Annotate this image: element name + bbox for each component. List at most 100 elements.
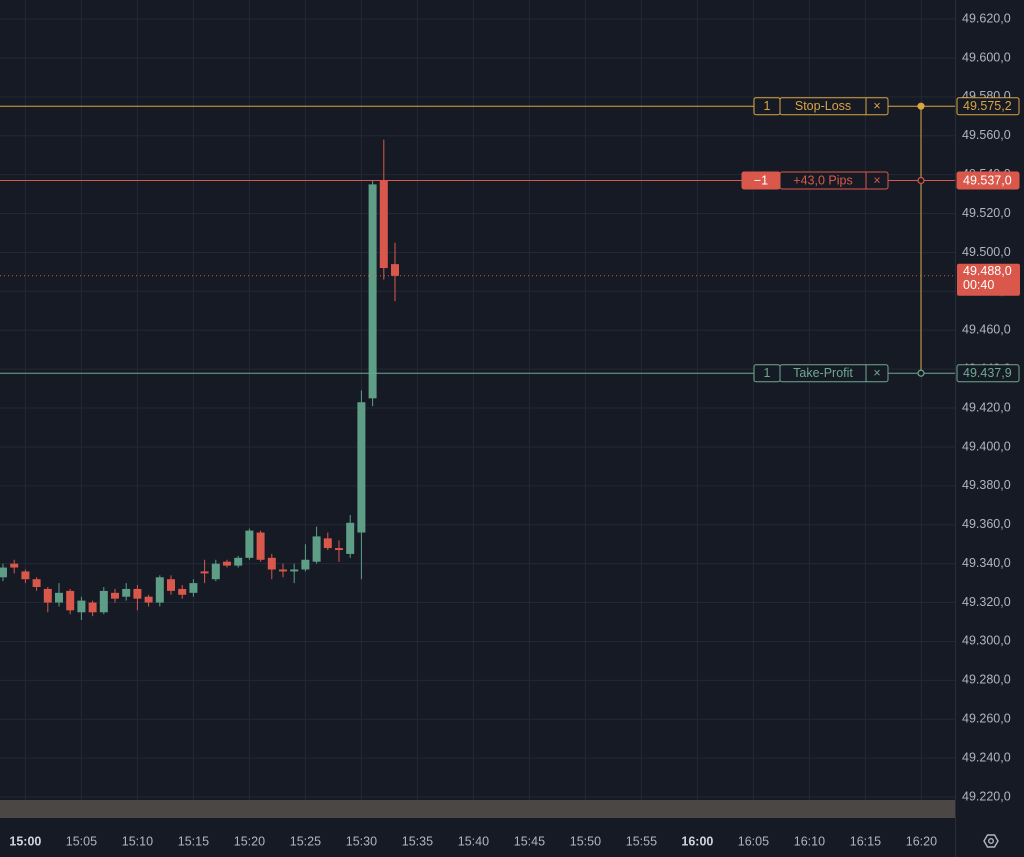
candle-body [256,532,265,560]
candle-body [133,588,142,599]
y-tick-label: 49.220,0 [962,789,1011,803]
candle-body [200,571,209,574]
y-tick-label: 49.620,0 [962,11,1011,25]
order-text-box [779,171,889,190]
order-label[interactable]: 1 Take-Profit × [753,364,889,383]
candle-body [211,563,220,580]
x-tick-label: 15:55 [626,834,657,848]
candle-body [88,602,97,613]
candle-body [43,588,52,603]
candle-body [312,536,321,562]
candle-body [379,180,388,269]
order-text: Stop-Loss [795,99,851,113]
order-label[interactable]: −1 +43,0 Pips × [741,171,889,190]
x-tick-label: 15:20 [234,834,265,848]
order-price-label-bg [956,364,1020,383]
x-tick-label: 16:20 [906,834,937,848]
order-text: +43,0 Pips [793,173,852,187]
order-handle [917,369,925,377]
candle-body [290,569,299,572]
order-price-label: 49.575,2 [963,99,1012,113]
countdown: 00:40 [963,278,994,292]
order-qty: 1 [764,99,771,113]
scroll-bar [0,800,955,818]
candle-body [155,577,164,603]
y-tick-label: 49.520,0 [962,206,1011,220]
order-qty: 1 [764,366,771,380]
x-tick-label: 15:00 [9,834,41,848]
order-handle [917,176,925,185]
candle-body [223,561,231,566]
candle-body [245,530,254,558]
candle-body [335,548,343,551]
candle-body [0,567,7,578]
x-tick-label: 16:15 [850,834,881,848]
order-handle [917,102,925,110]
candle-body [346,522,355,554]
y-tick-label: 49.340,0 [962,556,1011,570]
order-price-label-bg [956,97,1020,116]
candle-body [10,563,19,568]
x-tick-label: 15:45 [514,834,545,848]
y-tick-label: 49.380,0 [962,478,1011,492]
candle-body [21,571,30,580]
candle-body [77,600,86,613]
last-price-label: 49.488,0 [963,264,1012,278]
x-tick-label: 15:30 [346,834,377,848]
x-tick-label: 15:25 [290,834,321,848]
last-price-label-bg [957,263,1020,296]
candle-body [111,592,119,599]
order-close[interactable]: × [873,366,880,380]
x-tick-label: 16:00 [681,834,713,848]
settings-hexagon[interactable] [983,834,999,848]
candle-body [55,592,63,603]
x-tick-label: 15:40 [458,834,489,848]
y-tick-label: 49.300,0 [962,634,1011,648]
candle-body [357,402,366,533]
order-qty: −1 [754,173,768,187]
y-tick-label: 49.560,0 [962,128,1011,142]
y-tick-label: 49.500,0 [962,245,1011,259]
settings-dot[interactable] [988,838,994,844]
x-tick-label: 16:05 [738,834,769,848]
y-tick-label: 49.400,0 [962,439,1011,453]
order-close[interactable]: × [873,99,880,113]
order-text: Take-Profit [793,366,853,380]
order-label[interactable]: 1 Stop-Loss × [753,97,889,116]
order-close[interactable]: × [873,173,880,187]
candle-body [32,579,41,587]
settings-icon[interactable] [983,834,999,848]
y-tick-label: 49.320,0 [962,595,1011,609]
order-price-label-bg [956,171,1020,190]
y-tick-label: 49.260,0 [962,712,1011,726]
candle-body [178,588,187,595]
order-text-box [779,97,889,116]
order-text-box [779,364,889,383]
candle-body [99,590,108,613]
candle-body [301,559,310,570]
y-tick-label: 49.600,0 [962,50,1011,64]
candle-body [189,583,198,593]
candle-body [368,184,377,399]
x-tick-label: 15:15 [178,834,209,848]
x-tick-label: 16:10 [794,834,825,848]
x-tick-label: 15:35 [402,834,433,848]
order-price-label: 49.537,0 [963,173,1012,187]
y-tick-label: 49.460,0 [962,323,1011,337]
candle-body [144,596,153,603]
x-tick-label: 15:05 [66,834,97,848]
y-tick-label: 49.240,0 [962,750,1011,764]
candle-body [66,590,75,611]
x-tick-label: 15:50 [570,834,601,848]
candle-body [122,588,131,597]
y-tick-label: 49.280,0 [962,673,1011,687]
x-tick-label: 15:10 [122,834,153,848]
candle-body [279,569,287,572]
candle-body [391,264,399,276]
order-price-label: 49.437,9 [963,366,1012,380]
candle-body [234,557,243,566]
candle-body [323,538,332,549]
y-tick-label: 49.420,0 [962,400,1011,414]
